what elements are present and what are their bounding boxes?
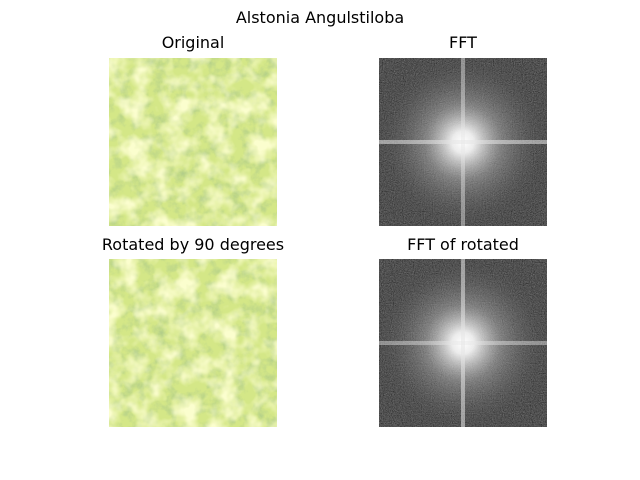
fft-image	[379, 58, 547, 226]
rotated-image	[109, 259, 277, 427]
fft-rotated-image	[379, 259, 547, 427]
panel-title-original: Original	[161, 33, 225, 52]
original-image	[109, 58, 277, 226]
panel-title-fft: FFT	[449, 33, 477, 52]
figure-title: Alstonia Angulstiloba	[235, 8, 405, 27]
panel-title-rotated: Rotated by 90 degrees	[101, 235, 285, 254]
panel-title-fft-rotated: FFT of rotated	[407, 235, 519, 254]
